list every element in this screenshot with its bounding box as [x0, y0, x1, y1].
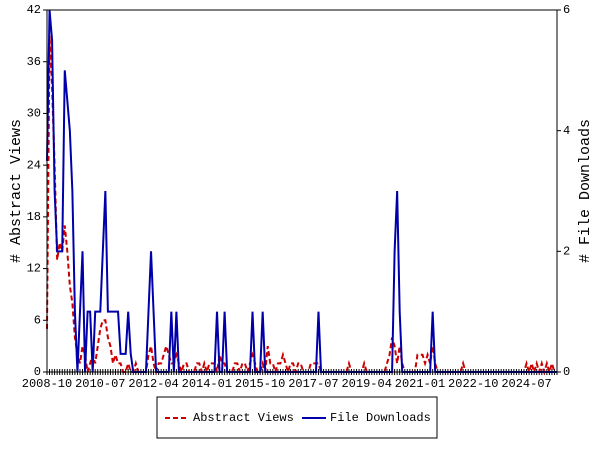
- x-tick-label: 2019-04: [341, 377, 391, 391]
- series-line: [46, 35, 557, 376]
- y-tick-label: 18: [27, 210, 41, 224]
- y-tick-label: 6: [34, 313, 41, 327]
- y-tick-label: 36: [27, 55, 41, 69]
- legend-box: [156, 396, 438, 439]
- y-axis-title: # Abstract Views: [8, 119, 25, 263]
- x-tick-label: 2021-01: [395, 377, 445, 391]
- legend-label: File Downloads: [330, 411, 431, 425]
- y-tick-label: 0: [34, 365, 41, 379]
- y-tick-label: 30: [27, 107, 41, 121]
- x-tick-label: 2024-07: [501, 377, 551, 391]
- series-line: [46, 9, 557, 373]
- y2-axis-title: # File Downloads: [577, 119, 594, 263]
- legend-label: Abstract Views: [193, 411, 294, 425]
- y2-tick-label: 4: [563, 124, 570, 138]
- x-tick-label: 2022-10: [448, 377, 498, 391]
- x-tick-label: 2014-01: [182, 377, 232, 391]
- y2-tick-label: 6: [563, 3, 570, 17]
- x-tick-label: 2008-10: [22, 377, 72, 391]
- plot-frame: [46, 9, 558, 373]
- y2-tick-label: 0: [563, 365, 570, 379]
- y-tick-label: 42: [27, 3, 41, 17]
- x-tick-label: 2015-10: [235, 377, 285, 391]
- y-tick-label: 12: [27, 262, 41, 276]
- y-tick-label: 24: [27, 158, 41, 172]
- x-tick-label: 2017-07: [288, 377, 338, 391]
- x-tick-label: 2012-04: [128, 377, 178, 391]
- x-tick-label: 2010-07: [75, 377, 125, 391]
- y2-tick-label: 2: [563, 245, 570, 259]
